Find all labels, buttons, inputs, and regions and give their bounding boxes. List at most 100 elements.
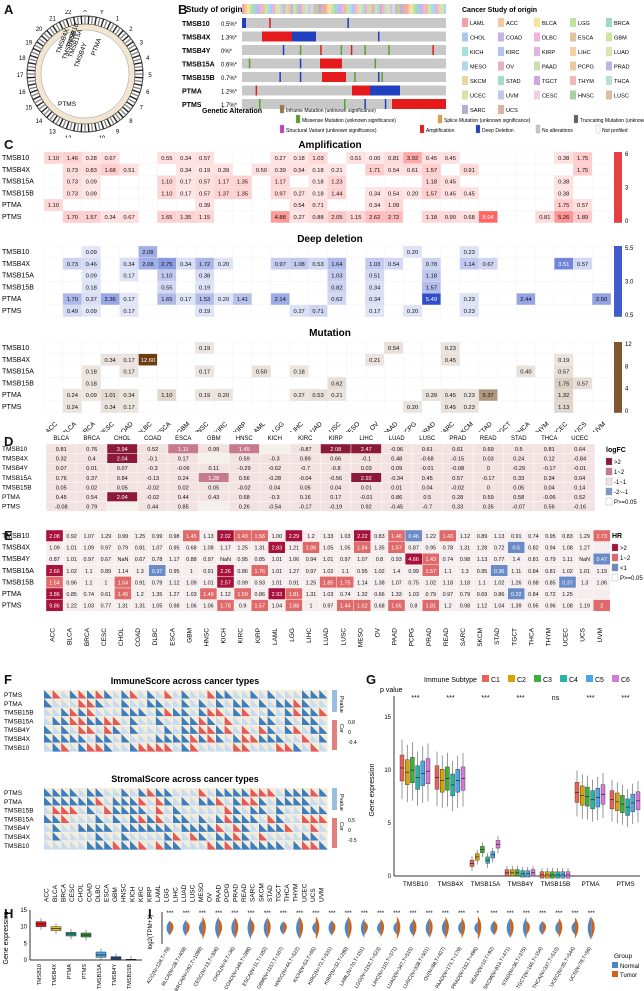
- tme-cell-triangle: [250, 742, 259, 752]
- cnv-cell-value: 2.08: [142, 262, 153, 268]
- study-origin-strip: [277, 4, 281, 14]
- logfc-cancer-label: READ: [480, 436, 497, 442]
- cnv-cell: [346, 269, 366, 282]
- study-origin-strip: [433, 4, 436, 14]
- chromosome-band: [32, 47, 41, 53]
- cnv-cell: [232, 353, 253, 366]
- i-significance: ***: [328, 911, 336, 917]
- alteration-mark: [320, 58, 342, 69]
- i-violin-normal: [166, 920, 170, 936]
- logfc-cell-value: 0.11: [209, 466, 219, 472]
- tme-cell-triangle: [78, 796, 87, 806]
- cnv-cell: [591, 245, 612, 258]
- cnv-cell-value: 1.10: [161, 393, 172, 399]
- study-origin-strip: [244, 4, 248, 14]
- chromosome-band: [62, 20, 67, 29]
- hr-cell-value: 1.4: [513, 557, 521, 563]
- hr-cancer-label: BLCA: [67, 627, 74, 645]
- cnv-cell: [535, 269, 555, 282]
- logfc-cell-value: 0.12: [544, 457, 555, 463]
- logfc-cell-value: 0.09: [391, 466, 402, 472]
- cnv-cancer-label: LGG: [271, 421, 286, 432]
- tme-row-label: TMSB4Y: [4, 727, 31, 734]
- cnv-cell-value: 0.17: [123, 405, 134, 411]
- tme-cell-triangle: [138, 690, 148, 699]
- tme-cancer-label: KIRC: [138, 886, 145, 902]
- cnv-cell: [232, 304, 253, 317]
- chromosome-label: 12: [65, 136, 72, 138]
- tme-cell-triangle: [241, 698, 251, 708]
- chromosome-label: 2: [129, 27, 133, 33]
- hr-cell-value: 1.28: [477, 546, 488, 552]
- logfc-cancer-label: GBM: [207, 436, 221, 442]
- cnv-cell: [157, 377, 177, 390]
- tme-cell-triangle: [155, 805, 165, 815]
- tme-cell-triangle: [147, 796, 156, 806]
- alteration-mark: [378, 72, 380, 82]
- logfc-cell-value: -0.06: [543, 495, 556, 501]
- hr-cell-value: 1.3: [581, 580, 589, 586]
- logfc-cell-value: -0.62: [268, 466, 281, 472]
- logfc-cell-value: 0.44: [178, 495, 189, 501]
- hr-cell-value: 0.95: [477, 569, 488, 575]
- cnv-cell: [459, 281, 479, 294]
- tme-cell-triangle: [319, 734, 328, 743]
- hr-cell-value: 1.2: [444, 604, 452, 610]
- study-origin-strip: [285, 4, 288, 14]
- cancer-legend-swatch: [570, 90, 576, 100]
- i-significance: ***: [231, 911, 239, 917]
- cnv-cell: [43, 187, 64, 200]
- tme-cell-triangle: [112, 690, 122, 699]
- cnv-cell-value: 1.75: [577, 168, 588, 174]
- study-origin-strip: [254, 4, 258, 14]
- tme-cell-triangle: [95, 742, 105, 752]
- cnv-cell: [497, 365, 517, 378]
- cnv-cell-value: 0.73: [67, 168, 78, 174]
- cancer-legend-swatch: [606, 76, 612, 85]
- cnv-cell-value: 0.45: [445, 405, 456, 411]
- i-violin-normal: [182, 919, 187, 937]
- cnv-cell-value: 0.19: [199, 309, 210, 315]
- logfc-cell-value: 1.28: [208, 476, 219, 482]
- hr-cell-value: 0.78: [152, 557, 163, 563]
- chromosome-band: [117, 29, 124, 37]
- tme-cell-triangle: [276, 690, 285, 699]
- cnv-cell-value: 0.34: [180, 156, 192, 162]
- immune-subtype-swatch: [534, 675, 541, 682]
- chromosome-label: X: [83, 10, 87, 14]
- immune-subtype-label: C5: [595, 677, 604, 684]
- tme-cell-triangle: [190, 742, 199, 752]
- logfc-cell-value: 0.76: [86, 447, 97, 453]
- i-violin-normal: [312, 921, 316, 935]
- tme-cell-triangle: [164, 788, 173, 797]
- cnv-cancer-label: ESCA: [155, 420, 173, 432]
- tme-cell-triangle: [276, 788, 285, 797]
- i-violin-tumor: [477, 916, 482, 940]
- tme-cell-triangle: [155, 690, 165, 699]
- cnv-cell-value: 0.18: [312, 191, 323, 197]
- cnv-cell: [213, 365, 234, 378]
- chromosome-band: [134, 69, 143, 72]
- tme-cell-triangle: [87, 690, 96, 699]
- study-origin-strip: [397, 4, 401, 14]
- cnv-cell: [478, 400, 498, 413]
- logfc-cell-value: 2.04: [117, 457, 128, 463]
- hr-cell-value: 1.35: [374, 546, 385, 552]
- cnv-cell: [384, 400, 404, 413]
- tme-cell-triangle: [61, 814, 70, 824]
- cnv-cell-value: 0.97: [275, 262, 286, 268]
- cnv-cell: [251, 341, 271, 354]
- logfc-row-label: PTMA: [2, 494, 21, 501]
- cnv-scale-tick: 0: [625, 219, 629, 225]
- study-origin-strip: [257, 4, 260, 14]
- hr-cell-value: 1.76: [255, 569, 266, 575]
- tme-pvalue-scale: [332, 690, 337, 712]
- tme-cell-triangle: [121, 690, 130, 699]
- cnv-cell-value: 0.17: [180, 297, 191, 303]
- tme-cancer-label: UCS: [310, 888, 317, 902]
- i-significance: ***: [377, 911, 385, 917]
- logfc-cell-value: 0.59: [239, 457, 250, 463]
- tme-cancer-label: BLCA: [52, 884, 59, 902]
- tme-cell-triangle: [293, 725, 302, 734]
- tme-cell-triangle: [259, 734, 268, 743]
